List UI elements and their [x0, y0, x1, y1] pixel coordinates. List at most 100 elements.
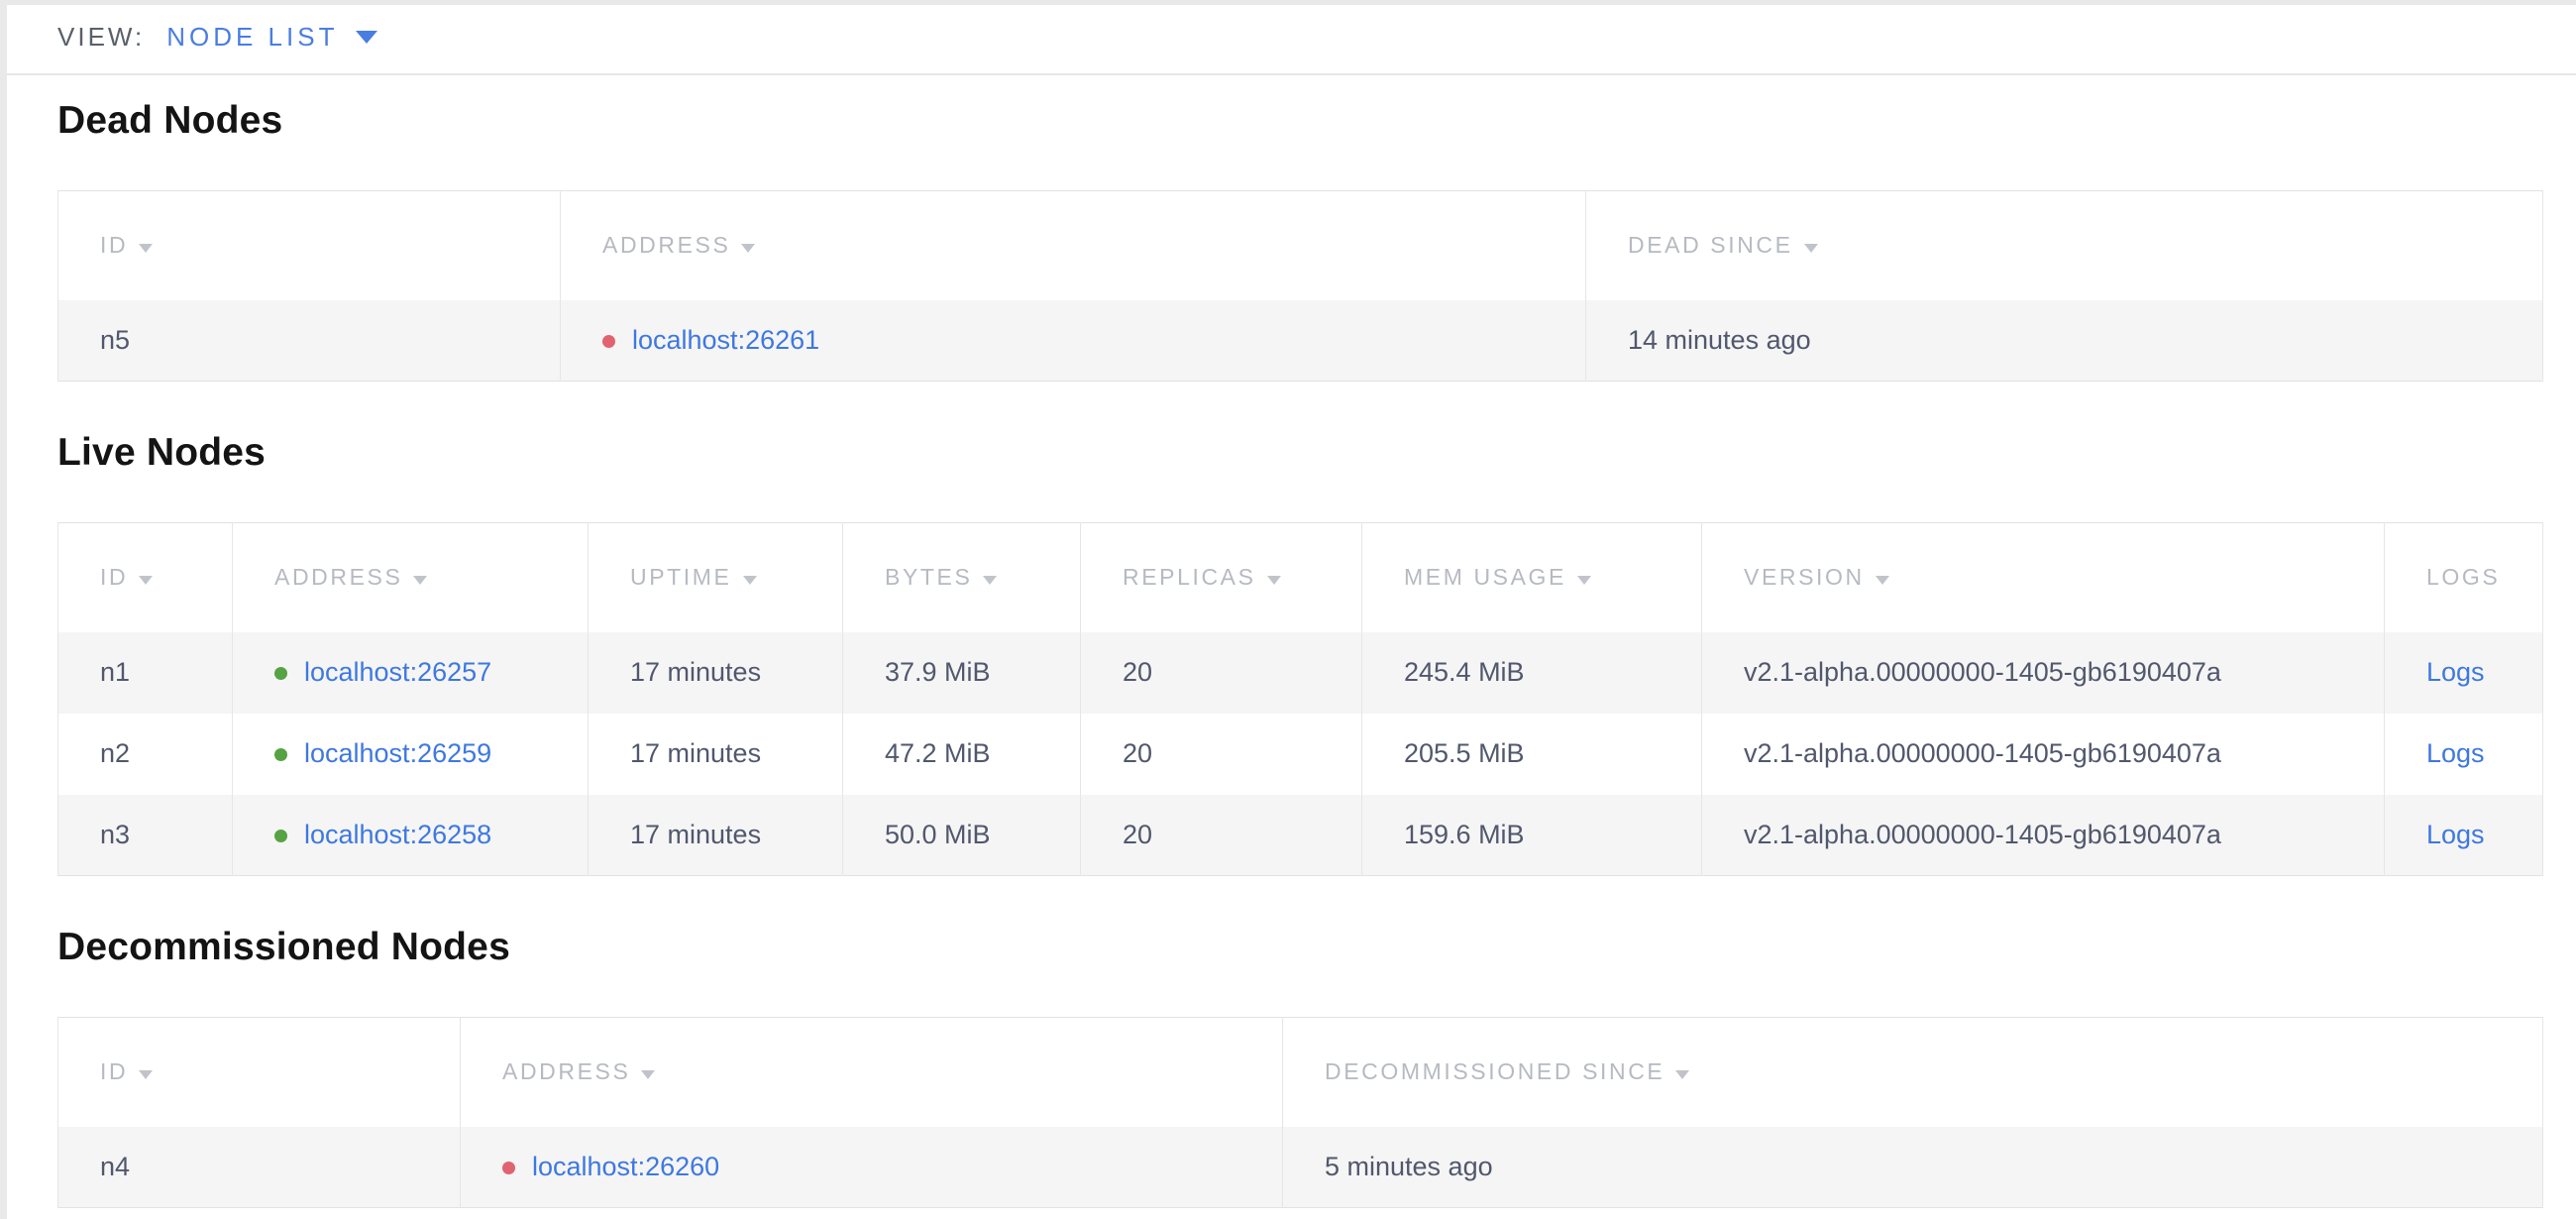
sort-arrow-icon [1803, 244, 1818, 254]
dead-node-dot-icon [602, 334, 615, 348]
column-header-label: UPTIME [630, 564, 732, 591]
section-decommissioned-nodes: Decommissioned Nodes ID ADDRESS DECOMMISSIO… [0, 928, 2576, 1208]
cell-version: v2.1-alpha.00000000-1405-gb6190407a [1701, 631, 2385, 714]
address-link[interactable]: localhost:26259 [304, 738, 492, 768]
section-dead-nodes: Dead Nodes ID ADDRESS DEAD SINCE n5 localhost… [0, 101, 2576, 382]
cell-bytes: 37.9 MiB [842, 631, 1081, 714]
view-toolbar: VIEW: NODE LIST [0, 0, 2576, 75]
column-header-logs: LOGS [2384, 522, 2543, 632]
dead-node-dot-icon [502, 1161, 515, 1174]
cell-version: v2.1-alpha.00000000-1405-gb6190407a [1701, 794, 2385, 876]
column-header-label: ADDRESS [274, 564, 403, 591]
cell-logs: Logs [2384, 794, 2543, 876]
column-header-decommissioned-since[interactable]: DECOMMISSIONED SINCE [1282, 1017, 2543, 1127]
section-title-live-nodes: Live Nodes [57, 431, 267, 474]
sort-arrow-icon [641, 1070, 656, 1080]
cell-address: localhost:26257 [232, 631, 589, 714]
address-link[interactable]: localhost:26258 [304, 819, 492, 849]
table-row: n1 localhost:26257 17 minutes 37.9 MiB 20 245… [57, 631, 2543, 714]
window-left-edge [0, 0, 7, 1219]
cell-address: localhost:26259 [232, 713, 589, 795]
column-header-label: LOGS [2426, 564, 2501, 591]
column-header-id[interactable]: ID [57, 1017, 461, 1127]
view-label: VIEW: [57, 21, 146, 52]
logs-link[interactable]: Logs [2426, 738, 2485, 768]
live-node-dot-icon [274, 748, 287, 761]
cell-replicas: 20 [1080, 631, 1362, 714]
logs-link[interactable]: Logs [2426, 819, 2485, 849]
column-header-dead-since[interactable]: DEAD SINCE [1585, 190, 2543, 300]
cell-logs: Logs [2384, 713, 2543, 795]
sort-arrow-icon [139, 1070, 154, 1080]
sort-arrow-icon [139, 244, 154, 254]
cell-id: n2 [57, 713, 233, 795]
sort-arrow-icon [741, 244, 756, 254]
address-link[interactable]: localhost:26257 [304, 657, 492, 687]
sort-arrow-icon [742, 576, 757, 586]
cell-logs: Logs [2384, 631, 2543, 714]
column-header-label: VERSION [1744, 564, 1865, 591]
column-header-replicas[interactable]: REPLICAS [1080, 522, 1362, 632]
view-selector-dropdown[interactable]: NODE LIST [166, 22, 378, 53]
node-sections: Dead Nodes ID ADDRESS DEAD SINCE n5 localhost… [0, 101, 2576, 1208]
cell-dead-since: 14 minutes ago [1585, 299, 2543, 382]
sort-arrow-icon [1675, 1070, 1690, 1080]
cell-address: localhost:26258 [232, 794, 589, 876]
column-header-label: BYTES [885, 564, 973, 591]
address-link[interactable]: localhost:26260 [532, 1151, 720, 1181]
section-title-dead-nodes: Dead Nodes [57, 99, 283, 142]
dead-nodes-table: ID ADDRESS DEAD SINCE n5 localhost:26261 14 m… [57, 190, 2543, 382]
header-row: ID ADDRESS UPTIME BYTES REPLICAS MEM USAGE VER… [57, 522, 2543, 632]
cell-mem-usage: 159.6 MiB [1361, 794, 1702, 876]
cell-id: n5 [57, 299, 561, 382]
column-header-label: DEAD SINCE [1628, 232, 1793, 259]
window-top-edge [0, 0, 2576, 5]
cell-uptime: 17 minutes [588, 631, 843, 714]
cell-id: n3 [57, 794, 233, 876]
column-header-address[interactable]: ADDRESS [232, 522, 589, 632]
cell-id: n4 [57, 1126, 461, 1208]
column-header-mem-usage[interactable]: MEM USAGE [1361, 522, 1702, 632]
cell-bytes: 47.2 MiB [842, 713, 1081, 795]
sort-arrow-icon [413, 576, 428, 586]
column-header-label: ADDRESS [502, 1058, 631, 1085]
column-header-label: ID [100, 232, 129, 259]
live-node-dot-icon [274, 667, 287, 680]
table-row: n5 localhost:26261 14 minutes ago [57, 299, 2543, 382]
address-link[interactable]: localhost:26261 [632, 324, 820, 355]
cell-mem-usage: 205.5 MiB [1361, 713, 1702, 795]
table-row: n4 localhost:26260 5 minutes ago [57, 1126, 2543, 1208]
node-list-page: Dead Nodes ID ADDRESS DEAD SINCE n5 localhost… [0, 75, 2576, 1208]
column-header-label: DECOMMISSIONED SINCE [1325, 1058, 1665, 1085]
column-header-label: REPLICAS [1123, 564, 1256, 591]
column-header-uptime[interactable]: UPTIME [588, 522, 843, 632]
cell-address: localhost:26261 [560, 299, 1586, 382]
cell-bytes: 50.0 MiB [842, 794, 1081, 876]
sort-arrow-icon [139, 576, 154, 586]
decommissioned-nodes-table: ID ADDRESS DECOMMISSIONED SINCE n4 localhost… [57, 1017, 2543, 1208]
cell-replicas: 20 [1080, 713, 1362, 795]
sort-arrow-icon [1266, 576, 1281, 586]
cell-version: v2.1-alpha.00000000-1405-gb6190407a [1701, 713, 2385, 795]
live-nodes-table: ID ADDRESS UPTIME BYTES REPLICAS MEM USAGE VER… [57, 522, 2543, 876]
live-node-dot-icon [274, 829, 287, 842]
column-header-version[interactable]: VERSION [1701, 522, 2385, 632]
column-header-label: ID [100, 1058, 129, 1085]
logs-link[interactable]: Logs [2426, 657, 2485, 687]
header-row: ID ADDRESS DECOMMISSIONED SINCE [57, 1017, 2543, 1127]
cell-uptime: 17 minutes [588, 713, 843, 795]
chevron-down-icon [356, 30, 378, 44]
table-row: n3 localhost:26258 17 minutes 50.0 MiB 20 159… [57, 794, 2543, 876]
section-live-nodes: Live Nodes ID ADDRESS UPTIME BYTES REPLICAS ME… [0, 433, 2576, 876]
column-header-label: MEM USAGE [1404, 564, 1566, 591]
column-header-bytes[interactable]: BYTES [842, 522, 1081, 632]
column-header-label: ID [100, 564, 129, 591]
sort-arrow-icon [983, 576, 998, 586]
column-header-id[interactable]: ID [57, 190, 561, 300]
cell-replicas: 20 [1080, 794, 1362, 876]
header-row: ID ADDRESS DEAD SINCE [57, 190, 2543, 300]
column-header-id[interactable]: ID [57, 522, 233, 632]
column-header-address[interactable]: ADDRESS [560, 190, 1586, 300]
column-header-address[interactable]: ADDRESS [460, 1017, 1283, 1127]
section-title-decommissioned-nodes: Decommissioned Nodes [57, 926, 510, 968]
